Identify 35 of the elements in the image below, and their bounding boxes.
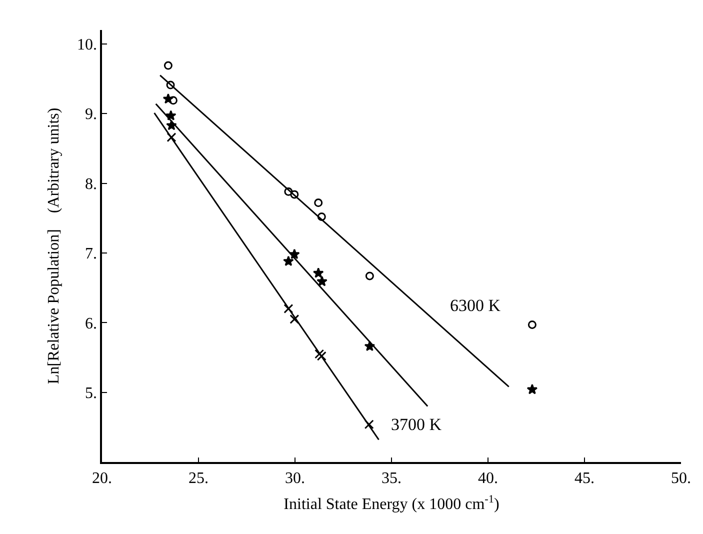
- series-label: 6300 K: [450, 296, 502, 315]
- point: [528, 320, 536, 329]
- point: [284, 304, 294, 314]
- x-tick-label: 30.: [285, 470, 305, 487]
- x-tick-label: 45.: [574, 470, 594, 487]
- y-tick-label: 8.: [85, 176, 98, 193]
- x-tick-label: 40.: [478, 470, 498, 487]
- point: [290, 190, 299, 199]
- point: [284, 187, 293, 196]
- x-tick-label: 50.: [671, 470, 691, 487]
- x-tick-label: 35.: [382, 470, 402, 487]
- point: [316, 276, 328, 286]
- point: [312, 268, 324, 278]
- point: [314, 198, 323, 208]
- point: [166, 80, 175, 90]
- y-tick-label: 7.: [85, 246, 98, 263]
- point: [168, 96, 178, 105]
- point: [317, 212, 326, 221]
- point: [164, 61, 172, 70]
- y-tick-label: 5.: [85, 384, 98, 402]
- point: [365, 272, 374, 280]
- y-tick-label: 6.: [85, 315, 98, 332]
- x-tick-label: 20.: [92, 470, 112, 487]
- x-axis-title: Initial State Energy (x 1000 cm$^{-1}$): [284, 493, 500, 514]
- point: [290, 314, 300, 324]
- y-axis-title: Ln[Relative Population] (Arbitrary units): [45, 108, 62, 384]
- y-tick-label: 9.: [85, 106, 98, 124]
- point: [283, 256, 294, 266]
- x-tick-label: 25.: [188, 470, 208, 487]
- series-label: 3700 K: [391, 415, 442, 434]
- point: [526, 384, 538, 394]
- y-tick-label: 10.: [77, 36, 98, 54]
- point: [166, 132, 176, 142]
- point: [162, 93, 174, 104]
- point: [364, 420, 374, 430]
